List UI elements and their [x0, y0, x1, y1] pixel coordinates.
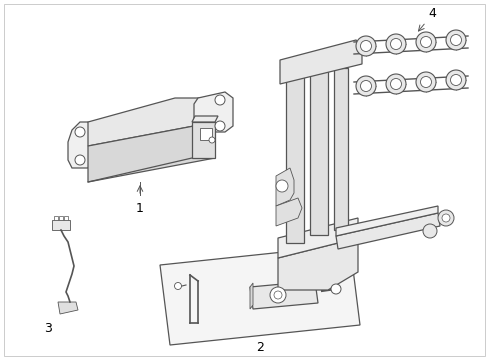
Polygon shape: [275, 198, 302, 226]
Circle shape: [420, 77, 430, 87]
Polygon shape: [88, 122, 215, 182]
Circle shape: [449, 75, 461, 86]
Circle shape: [437, 210, 453, 226]
Circle shape: [273, 291, 282, 299]
Circle shape: [360, 81, 371, 91]
Circle shape: [355, 76, 375, 96]
Circle shape: [385, 74, 405, 94]
Polygon shape: [160, 245, 359, 345]
Polygon shape: [249, 283, 252, 309]
Bar: [59, 216, 63, 220]
Polygon shape: [275, 168, 293, 206]
Circle shape: [330, 284, 340, 294]
Text: 3: 3: [44, 322, 52, 335]
Polygon shape: [304, 59, 327, 60]
Circle shape: [445, 30, 465, 50]
Bar: [54, 216, 58, 220]
Polygon shape: [278, 238, 357, 290]
Text: 1: 1: [136, 202, 143, 215]
Circle shape: [441, 214, 449, 222]
Circle shape: [390, 39, 401, 50]
Polygon shape: [194, 92, 232, 132]
Circle shape: [390, 78, 401, 90]
Polygon shape: [68, 122, 92, 168]
Circle shape: [174, 283, 181, 289]
Polygon shape: [278, 218, 357, 258]
Circle shape: [385, 34, 405, 54]
Polygon shape: [327, 67, 347, 68]
Polygon shape: [249, 281, 317, 309]
Polygon shape: [192, 116, 218, 122]
Circle shape: [422, 224, 436, 238]
Polygon shape: [280, 40, 361, 84]
Circle shape: [449, 35, 461, 45]
Circle shape: [275, 180, 287, 192]
Circle shape: [208, 137, 215, 143]
Polygon shape: [88, 98, 215, 146]
Polygon shape: [333, 68, 347, 230]
Polygon shape: [309, 60, 327, 235]
Polygon shape: [285, 68, 304, 243]
Circle shape: [420, 36, 430, 48]
Circle shape: [355, 36, 375, 56]
Polygon shape: [335, 213, 439, 249]
Text: 2: 2: [256, 341, 264, 354]
Circle shape: [415, 32, 435, 52]
Circle shape: [215, 121, 224, 131]
Polygon shape: [192, 122, 215, 158]
Circle shape: [215, 95, 224, 105]
Circle shape: [75, 155, 85, 165]
Bar: [200, 128, 212, 140]
Circle shape: [360, 40, 371, 51]
Polygon shape: [335, 206, 437, 236]
Bar: [64, 216, 68, 220]
Circle shape: [75, 127, 85, 137]
Polygon shape: [58, 302, 78, 314]
Circle shape: [445, 70, 465, 90]
Circle shape: [415, 72, 435, 92]
Text: 4: 4: [427, 7, 435, 20]
Polygon shape: [52, 220, 70, 230]
Polygon shape: [280, 67, 304, 68]
Circle shape: [269, 287, 285, 303]
